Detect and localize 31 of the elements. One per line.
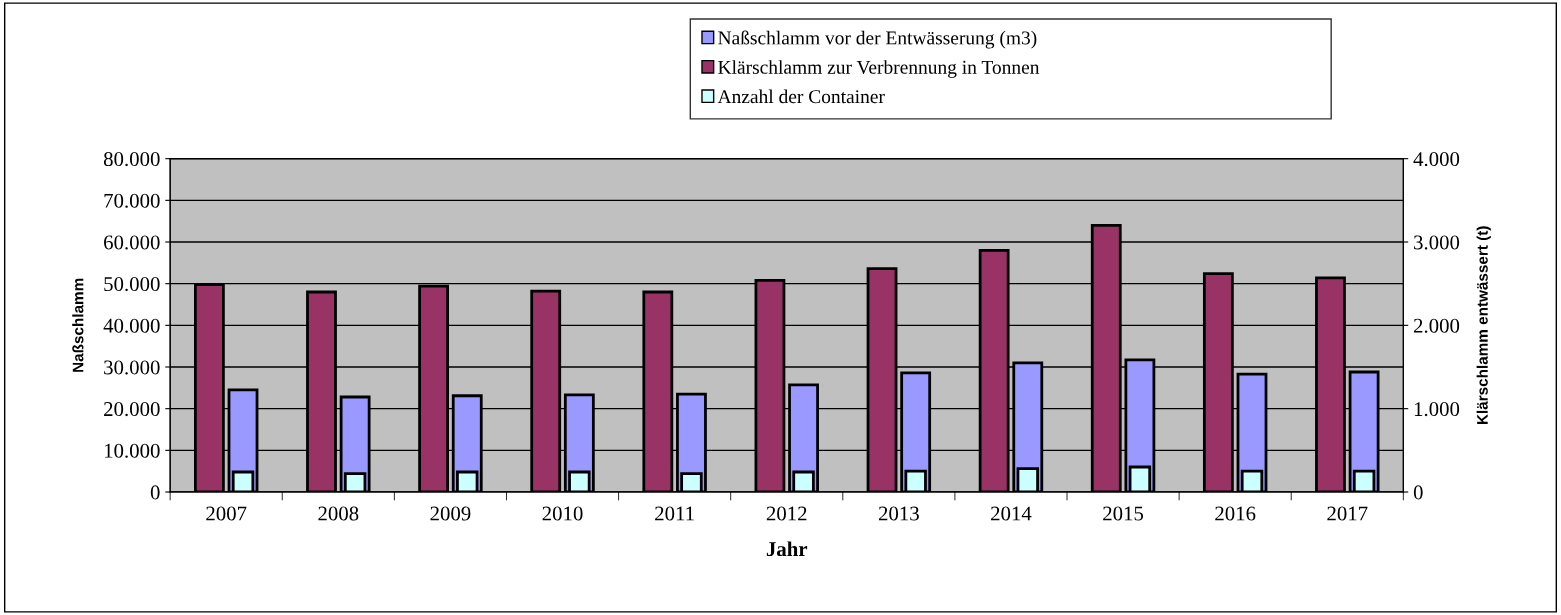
x-tick-label: 2010 bbox=[542, 506, 583, 521]
y-tick-label: 80.000 bbox=[103, 152, 160, 167]
y-tick-label: 30.000 bbox=[104, 360, 160, 375]
x-tick-label: 2016 bbox=[1215, 506, 1256, 521]
y-tick-label: 50.000 bbox=[104, 277, 160, 292]
y-tick-label: 0 bbox=[150, 485, 160, 500]
x-tick-label: 2009 bbox=[430, 506, 471, 521]
y2-tick-label: 1.000 bbox=[1414, 402, 1460, 417]
y2-tick-label: 4.000 bbox=[1413, 152, 1460, 167]
y2-tick-label: 2.000 bbox=[1413, 318, 1460, 333]
x-tick-label: 2007 bbox=[206, 506, 247, 521]
y2-tick-label: 3.000 bbox=[1414, 235, 1460, 250]
x-tick-label: 2014 bbox=[991, 506, 1032, 521]
y-tick-label: 20.000 bbox=[104, 402, 160, 417]
x-tick-label: 2017 bbox=[1327, 506, 1368, 521]
legend-label: Anzahl der Container bbox=[717, 89, 885, 104]
x-axis-title: Jahr bbox=[766, 541, 808, 557]
x-tick-label: 2015 bbox=[1103, 506, 1144, 521]
x-tick-label: 2008 bbox=[318, 506, 359, 521]
y-tick-label: 10.000 bbox=[104, 443, 160, 458]
y-tick-label: 60.000 bbox=[104, 235, 160, 250]
y-axis-title: Naßschlamm bbox=[72, 278, 84, 372]
y-tick-label: 70.000 bbox=[104, 193, 160, 208]
y2-axis-title: Klärschlamm entwässert (t) bbox=[1476, 226, 1491, 425]
y-tick-label: 40.000 bbox=[103, 318, 160, 333]
x-tick-label: 2011 bbox=[655, 506, 694, 521]
y2-tick-label: 0 bbox=[1413, 485, 1423, 500]
legend-label: Naßschlamm vor der Entwässerung (m3) bbox=[718, 30, 1037, 49]
x-tick-label: 2012 bbox=[766, 506, 807, 521]
legend-label: Klärschlamm zur Verbrennung in Tonnen bbox=[718, 60, 1040, 78]
x-tick-label: 2013 bbox=[878, 506, 919, 521]
